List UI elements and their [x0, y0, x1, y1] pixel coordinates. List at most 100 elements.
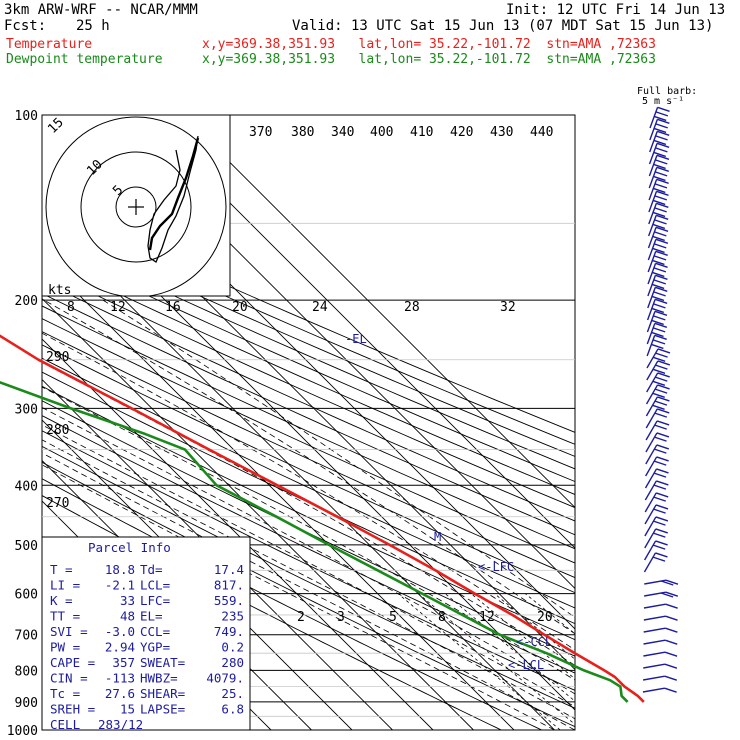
wind-barb-flag: [652, 544, 666, 550]
pressure-axis-labels: 100 200 300 400 500 600 700 800 900 1000: [7, 109, 38, 739]
parcel-value-cin: -113: [105, 671, 135, 686]
wind-barb-flag: [655, 504, 669, 510]
wind-scale-8: 8: [67, 300, 75, 315]
wind-barb-shaft: [644, 504, 657, 525]
parcel-value-el: 235: [221, 609, 244, 624]
wind-barb-flag: [653, 315, 666, 321]
wind-barb-flag: [654, 412, 668, 418]
wind-barb-flag: [654, 460, 667, 466]
wind-barb-shaft: [649, 107, 659, 129]
wind-barb-flag: [653, 255, 667, 261]
pressure-label-1000: 1000: [7, 724, 38, 739]
wind-barb-flag: [664, 663, 678, 669]
pressure-label-800: 800: [15, 664, 38, 679]
wind-barb-flag: [654, 400, 668, 406]
wind-barb-38: [644, 579, 679, 586]
parcel-label-tc: Tc =: [50, 686, 80, 701]
wind-barb-shaft: [647, 215, 657, 237]
wind-barb-shaft: [642, 687, 665, 693]
parcel-label-td: Td=: [140, 562, 163, 577]
wind-barb-flag: [655, 238, 669, 244]
wind-barb-9: [647, 214, 669, 237]
wind-barb-flag: [652, 223, 666, 230]
model-title: 3km ARW-WRF -- NCAR/MMM: [4, 2, 198, 18]
wind-barb-flag: [652, 271, 665, 278]
wind-barb-24: [645, 396, 670, 417]
parcel-value-shear: 25.: [221, 686, 244, 701]
wind-barb-flag: [657, 130, 670, 136]
wind-barb-shaft: [647, 287, 656, 309]
wind-barb-flag: [660, 592, 674, 598]
wind-barb-37: [643, 552, 668, 573]
parcel-value-ygp: 0.2: [221, 640, 244, 655]
wind-barb-flag: [653, 187, 666, 194]
wind-barb-shaft: [647, 263, 657, 285]
wind-barb-44: [643, 651, 678, 657]
hodograph-ring-10: [80, 151, 192, 263]
wind-barb-flag: [652, 235, 665, 242]
moist-adiabat--10: [42, 464, 555, 730]
wind-barb-flag: [652, 392, 665, 398]
wind-barb-shaft: [645, 456, 658, 477]
wind-barb-flag: [652, 247, 665, 254]
wind-barb-shaft: [648, 155, 658, 177]
wind-barb-flag: [656, 468, 669, 474]
wind-barb-shaft: [644, 480, 657, 501]
parcel-label-lfc: LFC=: [140, 593, 170, 608]
wind-barb-flag: [655, 286, 668, 292]
theta-label-420: 420: [450, 125, 473, 140]
pressure-label-500: 500: [15, 539, 38, 554]
wind-barb-shaft: [648, 167, 658, 189]
wind-barb-12: [647, 250, 668, 273]
wind-barb-flag: [655, 492, 669, 498]
wind-barb-flag: [665, 615, 678, 621]
wind-barb-shaft: [643, 615, 666, 621]
parcel-value-lfc: 559.: [214, 593, 244, 608]
wind-barb-flag: [653, 151, 666, 158]
wind-barb-flag: [654, 424, 667, 430]
wind-barb-26: [645, 420, 670, 441]
wind-barb-flag: [664, 675, 677, 681]
wind-barb-shaft: [647, 239, 657, 261]
wind-barb-33: [644, 504, 669, 525]
theta-label-380: 380: [291, 125, 314, 140]
wind-barb-flag: [653, 508, 666, 514]
wind-barb-28: [645, 444, 670, 465]
wind-barb-shaft: [646, 348, 659, 369]
temperature-axis-labels: -80-70-60-50-40-30-20-10010203040: [0, 0, 608, 100]
parcel-value-td: 17.4: [214, 562, 244, 577]
wind-barb-shaft: [644, 468, 658, 489]
parcel-value-tt: 48: [120, 609, 135, 624]
wind-barb-27: [645, 432, 670, 453]
wind-barb-shaft: [649, 119, 659, 141]
wind-barb-flag: [653, 532, 666, 538]
pressure-label-100: 100: [15, 109, 38, 124]
parcel-label-shear: SHEAR=: [140, 686, 185, 701]
moist-adiabat-25: [42, 332, 575, 651]
wind-barb-shaft: [645, 384, 659, 405]
wind-barb-35: [644, 528, 668, 549]
wind-barb-15: [647, 286, 668, 309]
wind-barb-42: [643, 627, 678, 633]
wind-barb-flag: [657, 348, 671, 354]
wind-barb-flag: [654, 183, 668, 189]
parcel-label-el: EL=: [140, 609, 163, 624]
wind-barb-flag: [652, 327, 666, 333]
parcel-label-lapse: LAPSE=: [140, 702, 185, 717]
wind-barb-shaft: [644, 492, 657, 513]
wind-barb-flag: [655, 540, 668, 546]
wind-barb-shaft: [644, 516, 657, 537]
wind-barb-shaft: [646, 360, 659, 381]
parcel-value-lcl: 817.: [214, 578, 244, 593]
pressure-label-900: 900: [15, 696, 38, 711]
wind-barb-flag: [653, 175, 666, 182]
wind-barb-shaft: [648, 179, 658, 201]
wind-scale-unit: kts: [48, 283, 71, 298]
parcel-label-cape: CAPE =: [50, 655, 95, 670]
valid-time: Valid: 13 UTC Sat 15 Jun 13 (07 MDT Sat …: [292, 18, 714, 34]
init-time: Init: 12 UTC Fri 14 Jun 13: [506, 2, 726, 18]
isotherm--10: [42, 216, 555, 730]
theta-label-440: 440: [530, 125, 553, 140]
parcel-label-lcl: LCL=: [140, 578, 170, 593]
wind-barb-46: [642, 675, 677, 681]
